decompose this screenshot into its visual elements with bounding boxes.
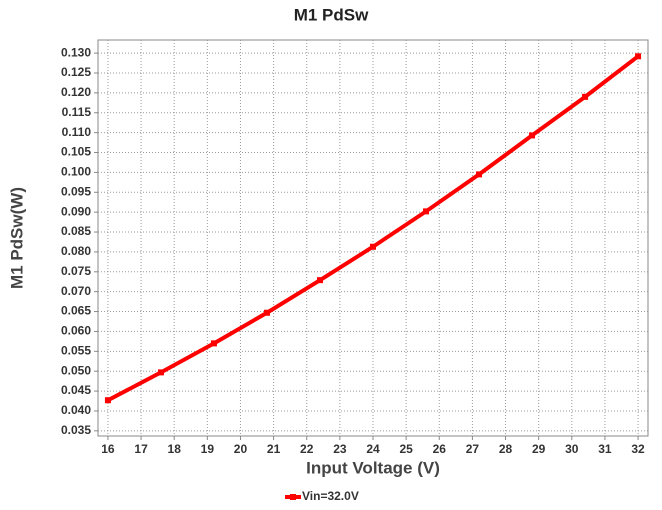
x-tick-label: 28: [499, 442, 513, 456]
point: [104, 397, 111, 404]
x-tick-label: 31: [598, 442, 612, 456]
y-tick-label: 0.095: [61, 184, 91, 198]
x-tick-label: 22: [300, 442, 314, 456]
point: [370, 243, 376, 250]
x-tick-label: 30: [565, 442, 579, 456]
x-tick-label: 26: [433, 442, 447, 456]
point: [529, 132, 536, 139]
x-tick-label: 19: [201, 442, 215, 456]
y-tick-label: 0.115: [62, 105, 92, 119]
legend-label: Vin=32.0V: [302, 489, 359, 503]
x-tick-label: 20: [234, 442, 248, 456]
x-tick-label: 23: [333, 442, 347, 456]
y-tick-label: 0.100: [61, 165, 91, 179]
y-tick-label: 0.080: [61, 244, 91, 258]
y-tick-label: 0.125: [61, 65, 91, 79]
x-tick-label: 21: [267, 442, 281, 456]
x-tick-label: 29: [532, 442, 546, 456]
chart-title: M1 PdSw: [294, 5, 369, 24]
point: [582, 93, 589, 100]
x-tick-label: 25: [399, 442, 413, 456]
x-tick-label: 32: [631, 442, 645, 456]
x-tick-label: 17: [134, 442, 148, 456]
point: [423, 208, 430, 215]
y-tick-label: 0.110: [62, 125, 92, 139]
y-tick-label: 0.050: [61, 363, 91, 377]
y-tick-label: 0.060: [61, 324, 91, 338]
point: [476, 171, 483, 178]
y-tick-label: 0.085: [61, 224, 91, 238]
point: [316, 277, 323, 284]
y-tick-label: 0.070: [61, 284, 91, 298]
y-tick-label: 0.075: [61, 264, 91, 278]
y-tick-label: 0.105: [61, 145, 91, 159]
point: [635, 53, 642, 60]
x-tick-label: 18: [168, 442, 182, 456]
y-tick-label: 0.055: [61, 343, 91, 357]
point: [210, 340, 217, 347]
y-tick-label: 0.130: [61, 45, 91, 59]
y-tick-label: 0.035: [61, 423, 91, 437]
point: [263, 309, 270, 316]
y-axis-label: M1 PdSw(W): [7, 187, 26, 289]
point: [157, 369, 164, 376]
y-tick-label: 0.120: [61, 85, 91, 99]
y-tick-label: 0.090: [61, 204, 91, 218]
x-tick-label: 16: [101, 442, 115, 456]
x-tick-label: 24: [366, 442, 380, 456]
legend-swatch-marker: [290, 494, 296, 500]
y-tick-label: 0.065: [61, 304, 91, 318]
y-tick-label: 0.040: [61, 403, 91, 417]
x-tick-label: 27: [466, 442, 480, 456]
y-tick-label: 0.045: [61, 383, 91, 397]
x-axis-label: Input Voltage (V): [306, 458, 440, 477]
